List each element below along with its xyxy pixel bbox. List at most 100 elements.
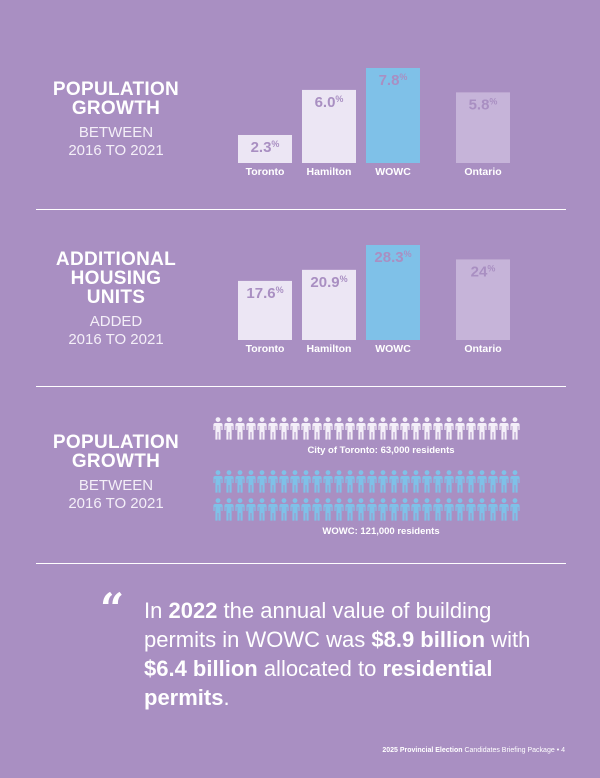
bar-wowc — [366, 68, 420, 163]
person-icon — [477, 417, 487, 440]
quote-residential-label: residential permits — [144, 656, 493, 710]
person-icon — [455, 470, 465, 493]
person-icon — [510, 498, 520, 521]
person-icon — [213, 470, 223, 493]
bar-value-label: 28.3% — [374, 249, 411, 266]
person-icon — [301, 417, 311, 440]
quote-residential-value: $6.4 billion — [144, 656, 258, 681]
person-icon — [213, 498, 223, 521]
person-icon — [389, 417, 399, 440]
person-icon — [356, 417, 366, 440]
person-icon — [323, 417, 333, 440]
person-icon — [411, 498, 421, 521]
person-icon — [224, 498, 234, 521]
person-icon — [389, 498, 399, 521]
person-icon — [422, 417, 432, 440]
person-icon — [433, 498, 443, 521]
person-icon — [246, 498, 256, 521]
quote-text: In 2022 the annual value of building per… — [144, 598, 531, 710]
person-icon — [477, 470, 487, 493]
person-icon — [422, 498, 432, 521]
person-icon — [235, 417, 245, 440]
person-icon — [367, 498, 377, 521]
person-icon — [444, 417, 454, 440]
bar-toronto — [238, 134, 292, 163]
housing-units-section: ADDITIONAL HOUSING UNITS ADDED 2016 TO 2… — [0, 212, 600, 387]
category-label: Hamilton — [307, 166, 352, 178]
wowc-caption: WOWC: 121,000 residents — [322, 526, 440, 537]
person-icon — [477, 498, 487, 521]
section-divider — [36, 563, 566, 564]
person-icon — [290, 498, 300, 521]
person-icon — [488, 417, 498, 440]
person-icon — [235, 498, 245, 521]
person-icon — [499, 470, 509, 493]
person-icon — [246, 417, 256, 440]
bar-ontario — [456, 92, 510, 163]
person-icon — [378, 417, 388, 440]
housing-units-heading: ADDITIONAL HOUSING UNITS — [55, 249, 177, 308]
person-icon — [466, 498, 476, 521]
person-icon — [312, 470, 322, 493]
bar-ontario — [456, 259, 510, 340]
person-icon — [224, 417, 234, 440]
category-label: Ontario — [464, 343, 501, 355]
bar-toronto — [238, 280, 292, 340]
bar-value-label: 6.0% — [315, 94, 344, 111]
person-icon — [400, 498, 410, 521]
page-footer: 2025 Provincial Election Candidates Brie… — [382, 747, 565, 754]
person-icon — [257, 417, 267, 440]
person-icon — [455, 417, 465, 440]
person-icon — [290, 470, 300, 493]
person-icon — [400, 417, 410, 440]
person-icon — [301, 470, 311, 493]
person-icon — [334, 498, 344, 521]
person-icon — [257, 470, 267, 493]
person-icon — [367, 417, 377, 440]
population-growth-chart: 2.3% Toronto 6.0% Hamilton 7.8% WOWC 5.8% Ontar… — [238, 68, 510, 178]
quote-total-value: $8.9 billion — [371, 627, 486, 652]
page-number: 4 — [561, 747, 565, 754]
category-label: Toronto — [246, 166, 285, 178]
person-icon — [312, 417, 322, 440]
housing-units-label: ADDITIONAL HOUSING UNITS ADDED 2016 TO 2… — [18, 250, 214, 349]
person-icon — [433, 470, 443, 493]
person-icon — [389, 470, 399, 493]
pictograph-subheading: BETWEEN 2016 TO 2021 — [68, 477, 164, 512]
person-icon — [444, 470, 454, 493]
person-icon — [510, 417, 520, 440]
quote-section: “ In 2022 the annual value of building p… — [0, 566, 600, 756]
category-label: Hamilton — [307, 343, 352, 355]
population-growth-subheading: BETWEEN 2016 TO 2021 — [68, 124, 164, 159]
category-label: Toronto — [246, 343, 285, 355]
bullet-icon: • — [556, 747, 560, 754]
person-icon — [444, 498, 454, 521]
person-icon — [279, 498, 289, 521]
category-label: WOWC — [375, 166, 411, 178]
population-growth-section: POPULATION GROWTH BETWEEN 2016 TO 2021 2… — [0, 0, 600, 210]
bar-value-label: 17.6% — [246, 285, 283, 302]
person-icon — [367, 470, 377, 493]
person-icon — [301, 498, 311, 521]
person-icon — [268, 470, 278, 493]
person-icon — [411, 417, 421, 440]
person-icon — [334, 417, 344, 440]
wowc-people-row — [213, 470, 520, 493]
pictograph-heading: POPULATION GROWTH — [52, 432, 180, 472]
pictograph-label: POPULATION GROWTH BETWEEN 2016 TO 2021 — [18, 433, 214, 513]
category-label: Ontario — [464, 166, 501, 178]
person-icon — [279, 470, 289, 493]
toronto-people-row — [213, 417, 520, 440]
quote-mark-icon: “ — [100, 584, 125, 633]
bar-hamilton — [302, 89, 356, 163]
person-icon — [499, 417, 509, 440]
person-icon — [268, 417, 278, 440]
person-icon — [378, 470, 388, 493]
quote-year: 2022 — [168, 598, 218, 623]
person-icon — [466, 417, 476, 440]
person-icon — [235, 470, 245, 493]
person-icon — [345, 498, 355, 521]
person-icon — [422, 470, 432, 493]
person-icon — [433, 417, 443, 440]
housing-units-chart: 17.6% Toronto 20.9% Hamilton 28.3% WOWC 24% Ont… — [238, 245, 510, 355]
